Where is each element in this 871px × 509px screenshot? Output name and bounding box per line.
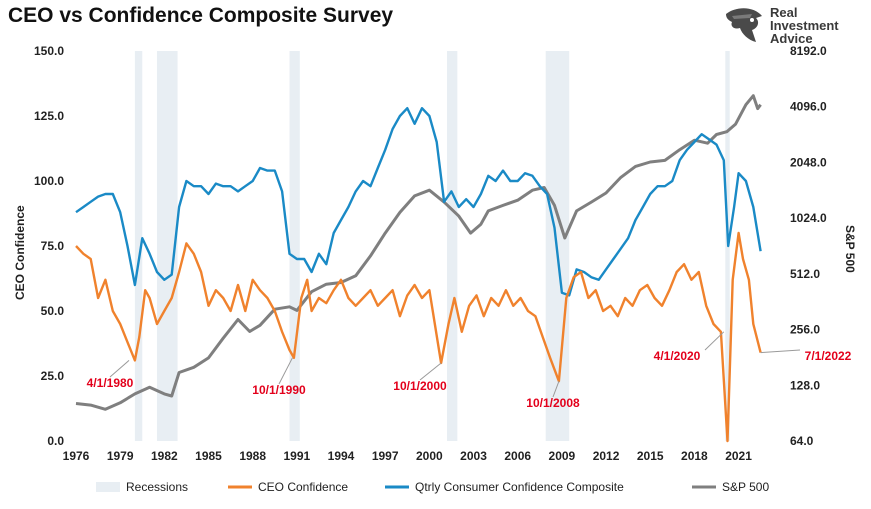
y-axis-title: CEO Confidence [13,205,27,300]
y-tick-label: 125.0 [34,109,64,123]
x-tick-label: 1979 [107,449,134,463]
x-tick-label: 1982 [151,449,178,463]
x-tick-label: 1985 [195,449,222,463]
recession-band [447,51,458,441]
y2-tick-label: 256.0 [790,323,820,337]
x-tick-label: 2003 [460,449,487,463]
x-tick-label: 2021 [725,449,752,463]
legend-swatch-recessions [96,482,120,492]
x-tick-label: 2009 [549,449,576,463]
annotation-label: 10/1/2008 [526,396,580,410]
y2-tick-label: 128.0 [790,378,820,392]
annotation-label: 10/1/2000 [393,379,447,393]
y-tick-label: 100.0 [34,174,64,188]
logo-line-1: Real [770,5,798,20]
legend-label: CEO Confidence [258,480,348,494]
x-tick-label: 1988 [239,449,266,463]
annotation-pointer [552,381,560,398]
y2-tick-label: 64.0 [790,434,814,448]
page-title: CEO vs Confidence Composite Survey [8,4,394,27]
annotation-label: 7/1/2022 [805,349,852,363]
legend: Recessions CEO Confidence Qtrly Consumer C… [96,480,769,494]
legend-label: Qtrly Consumer Confidence Composite [415,480,624,494]
y-tick-label: 50.0 [41,304,65,318]
y2-tick-label: 4096.0 [790,100,827,114]
y2-tick-label: 1024.0 [790,211,827,225]
x-tick-label: 1997 [372,449,399,463]
annotation-pointer [109,360,130,378]
recession-band [134,51,143,441]
y-tick-label: 75.0 [41,239,65,253]
recession-band [156,51,178,441]
annotation-pointer [760,349,801,354]
annotation-pointer [704,331,725,351]
x-tick-label: 1994 [328,449,355,463]
y2-tick-label: 2048.0 [790,155,827,169]
right-axis: 64.0 128.0 256.0 512.0 1024.0 2048.0 4096.0 819… [790,44,827,448]
annotation-label: 10/1/1990 [252,383,306,397]
confidence-gap-lines [75,108,762,441]
legend-label: Recessions [126,480,188,494]
logo-line-3: Advice [770,31,813,46]
x-tick-label: 1976 [63,449,90,463]
left-axis: 0.0 25.0 50.0 75.0 100.0 125.0 150.0 [34,44,64,448]
x-tick-label: 2018 [681,449,708,463]
x-tick-label: 1991 [283,449,310,463]
consumer-confidence-line [75,106,762,297]
y2-axis-title: S&P 500 [843,225,857,273]
logo-line-2: Investment [770,18,839,33]
x-tick-label: 2015 [637,449,664,463]
y-tick-label: 25.0 [41,369,65,383]
legend-label: S&P 500 [722,480,769,494]
annotation-label: 4/1/1980 [87,376,134,390]
eagle-head-icon [726,8,762,42]
brand-logo: Real Investment Advice [722,4,862,48]
x-tick-label: 2000 [416,449,443,463]
y2-tick-label: 8192.0 [790,44,827,58]
ceo-confidence-line [75,231,762,443]
x-tick-label: 2012 [593,449,620,463]
y-tick-label: 150.0 [34,44,64,58]
annotation-label: 4/1/2020 [654,349,701,363]
x-axis: 1976 1979 1982 1985 1988 1991 1994 1997 2000 2003… [63,449,753,463]
x-tick-label: 2006 [504,449,531,463]
annotation-pointer [419,362,442,381]
annotations: 4/1/1980 10/1/1990 10/1/2000 10/1/2008 4/1/2… [87,331,852,410]
y2-tick-label: 512.0 [790,267,820,281]
recession-band [289,51,300,441]
series-lines [75,94,762,443]
annotation-pointer [278,357,293,385]
y-tick-label: 0.0 [47,434,64,448]
